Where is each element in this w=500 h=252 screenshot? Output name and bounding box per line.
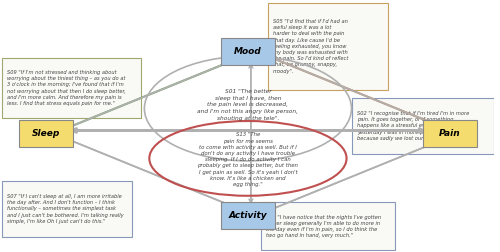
Text: S01 "The better
sleep that I have, then
the pain level is decreased,
and I'm not: S01 "The better sleep that I have, then … xyxy=(198,89,298,120)
Text: Mood: Mood xyxy=(234,47,262,56)
Text: S10 "I have notice that the nights I've gotten
better sleep generally I'm able t: S10 "I have notice that the nights I've … xyxy=(266,214,381,238)
FancyBboxPatch shape xyxy=(18,120,73,147)
Text: S05 "I'd find that if I'd had an
awful sleep it was a lot
harder to deal with th: S05 "I'd find that if I'd had an awful s… xyxy=(273,19,348,74)
FancyBboxPatch shape xyxy=(352,98,494,154)
Text: Activity: Activity xyxy=(228,211,267,220)
Text: S07 "If I can't sleep at all, I am more irritable
the day after. And I don't fun: S07 "If I can't sleep at all, I am more … xyxy=(7,194,123,224)
Text: S13 "The
pain for me seems
to come with activity as well. But if I
don't do any : S13 "The pain for me seems to come with … xyxy=(198,132,298,187)
FancyBboxPatch shape xyxy=(268,3,388,90)
FancyBboxPatch shape xyxy=(221,202,275,229)
Text: Pain: Pain xyxy=(440,129,461,138)
Text: S02 "I recognise that if I'm tired I'm in more
pain. It goes together, or if som: S02 "I recognise that if I'm tired I'm i… xyxy=(357,111,469,141)
FancyBboxPatch shape xyxy=(261,202,396,250)
FancyBboxPatch shape xyxy=(423,120,477,147)
Text: Sleep: Sleep xyxy=(32,129,60,138)
FancyBboxPatch shape xyxy=(2,58,141,118)
FancyBboxPatch shape xyxy=(221,38,275,65)
FancyBboxPatch shape xyxy=(2,181,132,237)
Text: S09 "If I'm not stressed and thinking about
worrying about the tiniest thing – a: S09 "If I'm not stressed and thinking ab… xyxy=(7,70,126,106)
